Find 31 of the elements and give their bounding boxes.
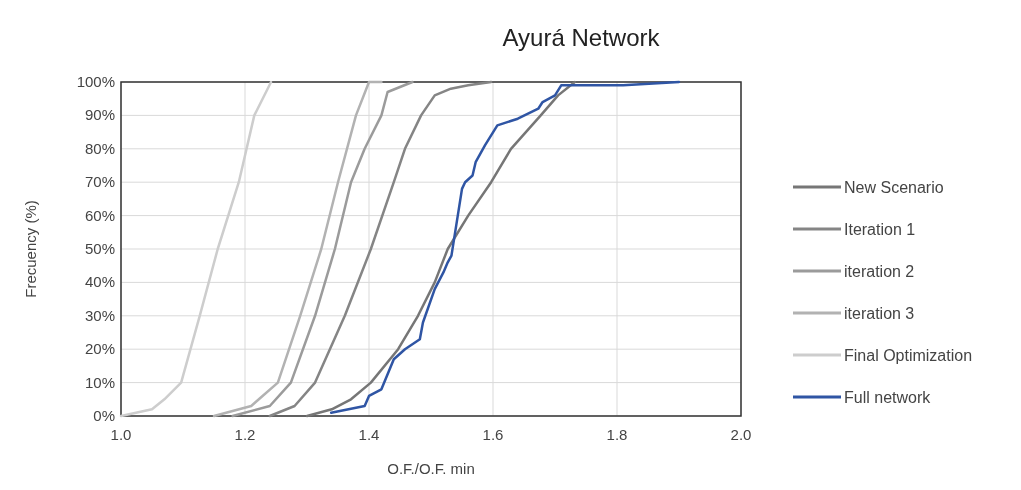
legend-label: Iteration 1 (844, 221, 916, 238)
x-tick-label: 1.6 (482, 426, 504, 443)
y-tick-label: 50% (84, 240, 115, 257)
y-tick-label: 100% (76, 73, 115, 90)
x-axis-title: O.F./O.F. min (387, 460, 475, 477)
y-axis-title: Frecuency (%) (22, 200, 39, 298)
legend-label: New Scenario (844, 179, 944, 196)
y-tick-label: 70% (84, 173, 115, 191)
y-tick-label: 20% (84, 340, 115, 358)
chart-title: Ayurá Network (502, 24, 661, 51)
y-tick-label: 10% (84, 373, 115, 391)
line-series (305, 80, 577, 418)
line-series (329, 80, 681, 414)
x-tick-label: 1.2 (234, 426, 256, 443)
line-series (212, 80, 383, 418)
line-series (231, 80, 414, 418)
y-tick-label: 30% (84, 306, 115, 324)
legend-label: Full network (844, 389, 932, 406)
y-tick-label: 60% (84, 206, 115, 224)
legend-label: iteration 3 (844, 305, 915, 322)
y-tick-label: 90% (84, 106, 115, 124)
x-tick-label: 1.4 (358, 426, 380, 443)
x-tick-label: 1.0 (110, 426, 132, 443)
x-tick-label: 2.0 (730, 426, 752, 443)
y-tick-label: 40% (84, 273, 115, 291)
x-tick-label: 1.8 (606, 426, 628, 443)
legend-label: Final Optimization (844, 347, 973, 364)
y-tick-label: 80% (84, 139, 115, 157)
line-series (268, 80, 493, 418)
legend-label: iteration 2 (844, 263, 915, 280)
y-tick-label: 0% (93, 407, 115, 424)
